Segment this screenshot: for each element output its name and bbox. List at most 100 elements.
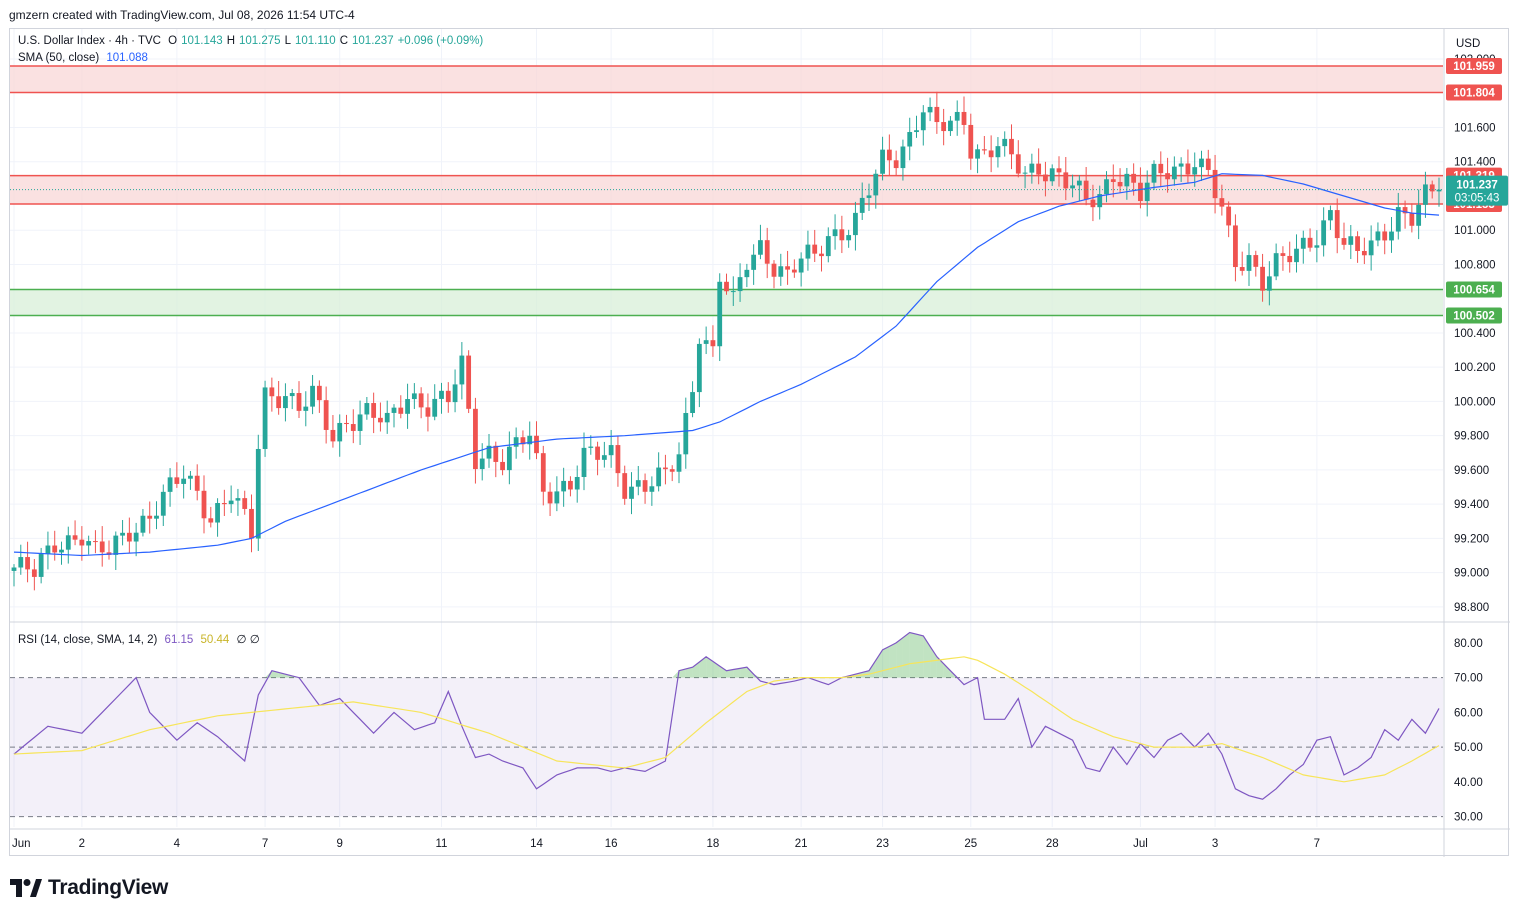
candle-up [289,393,295,397]
candle-down [72,535,78,540]
sma-layer [13,173,1440,557]
price-tick-label: 98.800 [1454,602,1489,614]
candle-up [188,475,193,479]
candle-down [663,467,668,470]
candle-up [1097,194,1103,208]
candle-down [961,111,967,125]
rsi-legend[interactable]: RSI (14, close, SMA, 14, 2) 61.15 50.44 … [18,632,264,646]
candle-down [378,417,383,423]
candle-down [1009,138,1014,155]
candle-up [452,384,458,403]
candle-up [1192,167,1198,175]
candle-up [581,447,587,477]
zone-price-badge [1446,307,1502,324]
candle-down [547,491,553,504]
candle-up [1199,158,1204,168]
candle-up [995,146,1001,158]
candle-up [975,149,980,159]
candle-down [615,445,621,474]
candle-down [669,469,675,472]
candle-up [18,557,24,568]
candle-up [1076,180,1082,186]
candle-up [1375,231,1381,241]
candle-up [228,500,234,505]
price-tick-label: 101.400 [1454,157,1496,169]
zone-price-badge-label: 100.654 [1453,284,1495,296]
currency-label[interactable]: USD [1456,38,1481,50]
candle-up [310,385,315,407]
candle-down [1409,213,1415,226]
price-tick-label: 99.400 [1454,499,1489,511]
tradingview-logo-icon [10,879,42,897]
candle-down [174,477,180,484]
time-tick-label: Jul [1133,838,1148,850]
chart-canvas[interactable]: 98.800 99.000 99.200 99.400 99.600 99.800 100.… [10,29,1510,857]
sma-value: 101.088 [106,52,148,64]
candle-up [215,503,220,523]
candle-up [391,407,397,413]
candle-up [513,437,519,447]
candle-down [785,266,790,270]
rsi-overbought-fill [916,634,924,678]
candle-down [1355,236,1360,251]
time-tick-label: 4 [174,838,181,850]
candle-up [574,476,580,490]
candle-up [561,480,567,492]
candle-up [86,541,92,546]
time-tick-label: 7 [1314,838,1320,850]
candle-up [181,478,187,484]
candle-up [1104,179,1109,195]
candle-up [364,403,370,415]
symbol-label[interactable]: U.S. Dollar Index · 4h · TVC [18,35,161,47]
price-tick-label: 100.800 [1454,259,1496,271]
candle-up [1436,189,1442,192]
chart-frame[interactable]: 98.800 99.000 99.200 99.400 99.600 99.800 100.… [9,28,1510,857]
candle-down [812,244,818,254]
attribution-text: gmzern created with TradingView.com, Jul… [9,8,355,22]
candle-up [1300,237,1306,249]
candle-down [31,569,37,577]
rsi-overbought-fill [889,642,897,678]
rsi-value: 61.15 [164,634,194,646]
candle-down [595,446,600,460]
candle-up [1022,172,1028,174]
candle-down [1090,199,1096,208]
candle-down [25,557,30,570]
candle-down [1063,172,1069,189]
candle-down [93,541,98,543]
rsi-overbought-fill [726,669,734,678]
candle-down [99,541,105,553]
sma-label: SMA (50, close) [18,52,100,64]
candle-down [1361,250,1367,256]
candle-up [154,515,159,519]
candle-up [825,236,831,257]
price-tick-label: 99.800 [1454,431,1489,443]
price-tick-label: 99.600 [1454,465,1489,477]
sma-legend[interactable]: SMA (50, close) 101.088 [18,52,152,64]
candle-down [126,532,132,542]
time-tick-label: 23 [876,838,889,850]
candle-down [249,508,254,539]
candle-up [635,480,641,487]
candle-down [1056,168,1062,173]
sma-line [13,173,1440,557]
candle-down [981,149,987,151]
candle-down [886,149,892,161]
candle-up [907,132,913,147]
last-price-label: 101.237 [1456,180,1498,192]
candle-up [832,229,838,237]
price-tick-label: 101.000 [1454,225,1496,237]
candle-down [194,475,200,491]
candle-up [506,446,512,471]
candle-up [914,130,919,133]
candle-up [337,422,343,442]
rsi-overbought-fill [923,635,931,678]
rsi-layer [10,631,1443,818]
time-tick-label: Jun [12,838,31,850]
candle-up [601,455,607,460]
candle-up [588,446,594,448]
resistance-zone [10,66,1443,93]
candle-up [262,387,268,449]
candles-layer [11,91,1442,591]
candle-down [1233,225,1238,268]
